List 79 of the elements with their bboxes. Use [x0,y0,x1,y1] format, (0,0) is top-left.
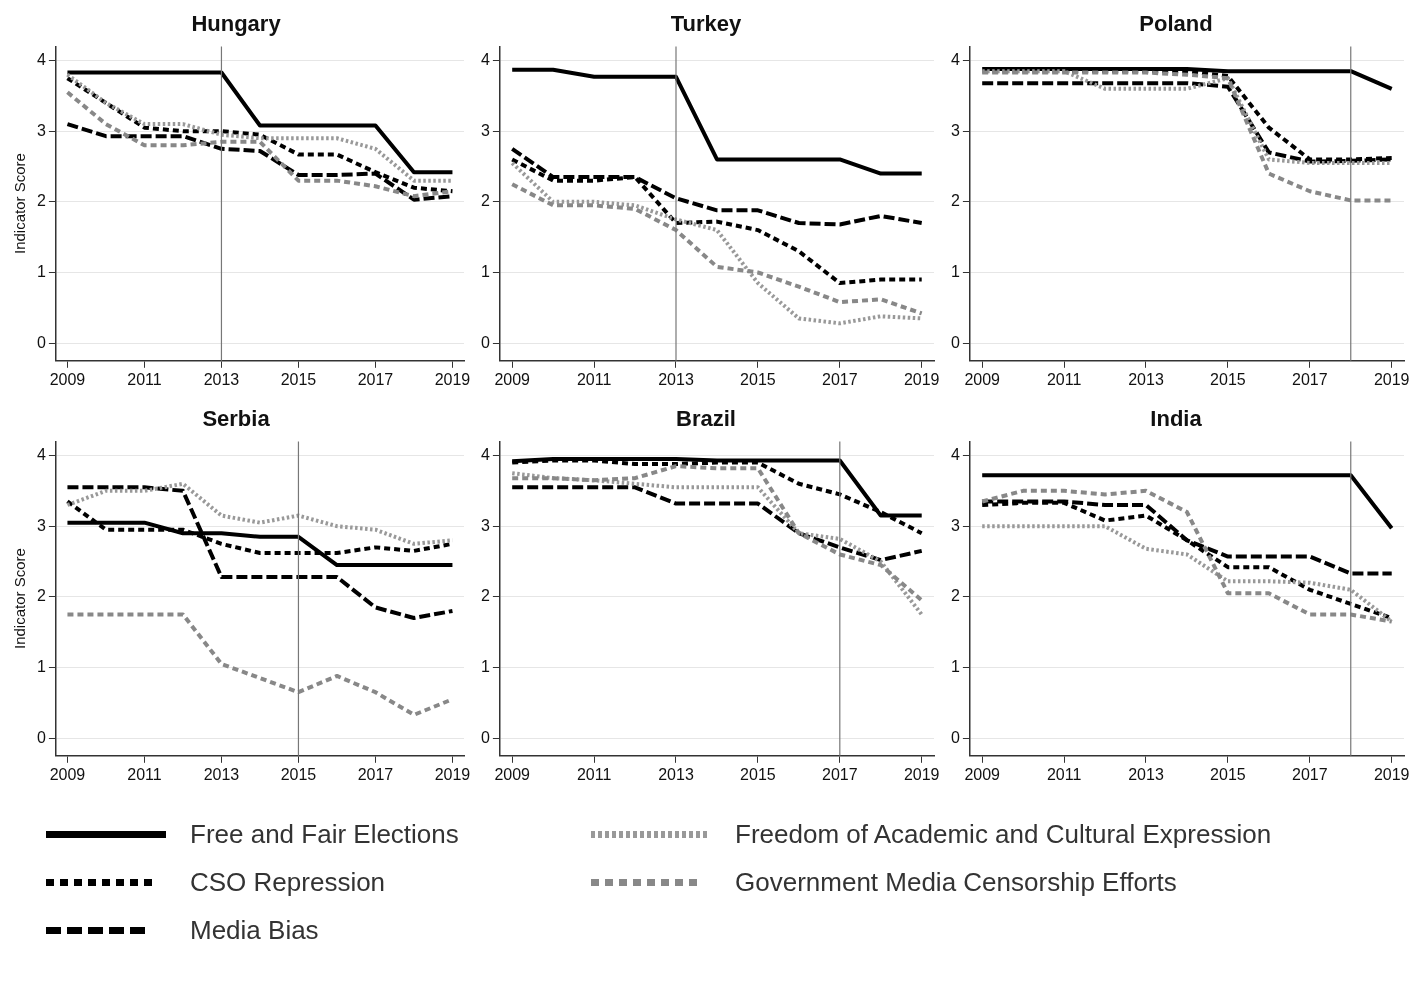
y-tick-label: 1 [480,657,490,675]
x-tick-label: 2019 [903,765,940,783]
x-tick-label: 2017 [357,370,394,388]
y-tick-label: 2 [36,192,46,210]
x-tick-label: 2015 [1210,765,1246,783]
y-tick-label: 3 [950,121,960,139]
x-tick-label: 2009 [964,370,1001,388]
chart-title: India [1150,406,1203,432]
x-tick-label: 2017 [822,765,858,783]
x-tick-label: 2009 [494,370,531,388]
y-tick-label: 4 [36,50,46,68]
y-axis-title: Indicator Score [11,548,29,650]
y-tick-label: 2 [36,587,46,605]
x-tick-label: 2017 [357,765,394,783]
y-tick-label: 0 [480,728,490,746]
y-tick-label: 1 [36,657,46,675]
y-tick-label: 1 [950,262,960,280]
y-tick-label: 0 [36,728,46,746]
x-tick-label: 2017 [1292,765,1328,783]
y-tick-label: 2 [480,192,490,210]
x-tick-label: 2009 [49,370,86,388]
chart-title: Serbia [202,406,271,432]
x-tick-label: 2011 [576,370,612,388]
x-tick-label: 2013 [658,370,694,388]
y-tick-label: 1 [36,262,46,280]
x-tick-label: 2013 [203,370,240,388]
y-tick-label: 3 [950,516,960,534]
y-tick-label: 0 [950,333,960,351]
x-tick-label: 2011 [1046,370,1082,388]
x-tick-label: 2011 [1046,765,1082,783]
x-tick-label: 2011 [576,765,612,783]
chart-title: Poland [1139,11,1213,37]
y-tick-label: 1 [480,262,490,280]
y-tick-label: 2 [480,587,490,605]
y-tick-label: 4 [480,445,490,463]
x-tick-label: 2015 [280,370,317,388]
x-tick-label: 2015 [740,370,776,388]
x-tick-label: 2017 [822,370,858,388]
x-tick-label: 2009 [494,765,531,783]
y-tick-label: 0 [480,333,490,351]
x-tick-label: 2013 [203,765,240,783]
y-tick-label: 0 [36,333,46,351]
y-tick-label: 0 [950,728,960,746]
x-tick-label: 2009 [964,765,1001,783]
y-tick-label: 1 [950,657,960,675]
x-tick-label: 2009 [49,765,86,783]
chart-title: Brazil [676,406,736,432]
chart-title: Turkey [670,11,743,37]
x-tick-label: 2019 [1373,765,1410,783]
y-axis-title: Indicator Score [11,153,29,255]
chart-title: Hungary [191,11,282,37]
x-tick-label: 2019 [1373,370,1410,388]
y-tick-label: 4 [36,445,46,463]
legend-label: CSO Repression [190,866,386,898]
x-tick-label: 2015 [280,765,317,783]
x-tick-label: 2019 [434,370,471,388]
legend-label: Government Media Censorship Efforts [735,866,1177,898]
x-tick-label: 2015 [1210,370,1246,388]
x-tick-label: 2013 [1128,370,1164,388]
y-tick-label: 3 [36,516,46,534]
y-tick-label: 4 [480,50,490,68]
legend-label: Media Bias [190,914,319,946]
y-tick-label: 3 [480,121,490,139]
x-tick-label: 2013 [658,765,694,783]
y-tick-label: 4 [950,445,960,463]
y-tick-label: 2 [950,192,960,210]
x-tick-label: 2011 [127,370,162,388]
y-tick-label: 3 [36,121,46,139]
legend-label: Freedom of Academic and Cultural Expression [735,818,1272,850]
y-tick-label: 3 [480,516,490,534]
x-tick-label: 2019 [434,765,471,783]
x-tick-label: 2011 [127,765,162,783]
y-tick-label: 2 [950,587,960,605]
x-tick-label: 2017 [1292,370,1328,388]
x-tick-label: 2015 [740,765,776,783]
y-tick-label: 4 [950,50,960,68]
legend-label: Free and Fair Elections [190,818,459,850]
x-tick-label: 2019 [903,370,940,388]
x-tick-label: 2013 [1128,765,1164,783]
